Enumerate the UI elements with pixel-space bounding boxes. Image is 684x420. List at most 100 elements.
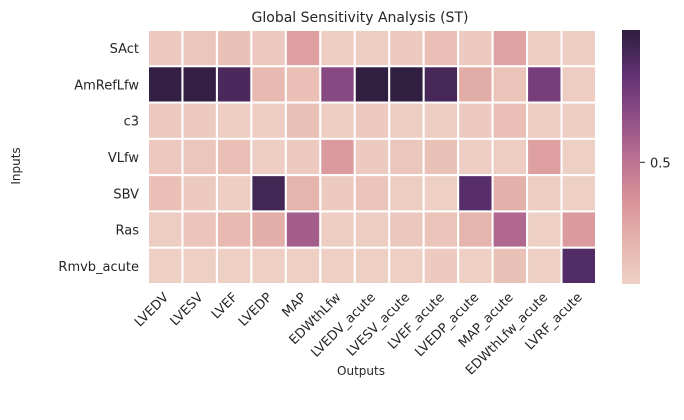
heatmap-cell [457, 65, 494, 104]
heatmap-cell [560, 210, 597, 249]
heatmap-cell [491, 29, 529, 68]
heatmap-cell [422, 137, 460, 177]
heatmap-cell [422, 101, 460, 140]
y-tick-label: c3 [124, 115, 139, 130]
heatmap-cell [250, 210, 287, 249]
heatmap-cell [284, 65, 322, 104]
heatmap-cell [215, 101, 253, 140]
heatmap-cell [388, 246, 425, 285]
heatmap-cell [353, 65, 391, 104]
heatmap-cell [181, 101, 218, 140]
heatmap-cell [560, 137, 597, 177]
heatmap-cell [284, 174, 322, 213]
heatmap-cell [353, 29, 391, 68]
heatmap-cell [250, 246, 287, 285]
heatmap-cell [491, 210, 529, 249]
y-tick-label: SBV [113, 187, 139, 202]
heatmap-cell [319, 137, 356, 177]
heatmap-cell [457, 174, 494, 213]
heatmap-cell [388, 101, 425, 140]
heatmap-cell [181, 29, 218, 68]
x-tick-label: MAP [280, 290, 310, 320]
heatmap-cell [181, 65, 218, 104]
heatmap-cell [319, 174, 356, 213]
heatmap-cell [457, 210, 494, 249]
heatmap-cell [284, 29, 322, 68]
heatmap-cell [250, 137, 287, 177]
heatmap-cell [147, 65, 184, 104]
heatmap-cell [353, 101, 391, 140]
heatmap-cell [181, 246, 218, 285]
heatmap-cell [215, 29, 253, 68]
heatmap-cell [526, 29, 563, 68]
y-tick-label: Ras [116, 224, 140, 239]
heatmap-cell [422, 174, 460, 213]
heatmap-cell [353, 137, 391, 177]
heatmap-cell [422, 29, 460, 68]
heatmap-cell [491, 137, 529, 177]
heatmap-cell [388, 137, 425, 177]
heatmap-cell [181, 210, 218, 249]
heatmap-cell [491, 246, 529, 285]
x-axis-label: Outputs [337, 364, 385, 378]
heatmap-cell [147, 29, 184, 68]
heatmap-cell [319, 65, 356, 104]
heatmap-cell [215, 246, 253, 285]
heatmap-cell [457, 246, 494, 285]
y-tick-label: AmRefLfw [74, 78, 139, 93]
heatmap-cell [560, 65, 597, 104]
heatmap-cell [526, 210, 563, 249]
heatmap-cell [491, 65, 529, 104]
heatmap-cell [319, 210, 356, 249]
heatmap-cell [422, 65, 460, 104]
heatmap-cell [215, 65, 253, 104]
y-tick-label: SAct [110, 42, 139, 57]
heatmap-cell [284, 210, 322, 249]
heatmap-cell [181, 137, 218, 177]
heatmap-cell [491, 101, 529, 140]
heatmap-cell [388, 210, 425, 249]
x-tick-label: LVEDP [236, 290, 276, 330]
heatmap-cell [560, 101, 597, 140]
heatmap-cell [353, 210, 391, 249]
x-tick-label: LVESV [168, 290, 207, 329]
heatmap-cell [560, 246, 597, 285]
y-tick-label: Rmvb_acute [58, 260, 139, 275]
heatmap-cell [250, 101, 287, 140]
heatmap-cell [147, 174, 184, 213]
heatmap-cell [353, 174, 391, 213]
heatmap-cell [147, 246, 184, 285]
heatmap-cell [422, 246, 460, 285]
heatmap-cell [319, 246, 356, 285]
heatmap-cell [526, 65, 563, 104]
colorbar: 0.5 [622, 30, 671, 284]
heatmap-cell [526, 246, 563, 285]
heatmap-cell [215, 137, 253, 177]
heatmap-cell [560, 174, 597, 213]
heatmap-cell [181, 174, 218, 213]
heatmap-cell [284, 137, 322, 177]
heatmap-cell [250, 29, 287, 68]
y-tick-labels: SAct AmRefLfw c3 VLfw SBV Ras Rmvb_acute [58, 42, 139, 275]
heatmap-cell [422, 210, 460, 249]
heatmap-cell [388, 65, 425, 104]
heatmap-cell [560, 29, 597, 68]
heatmap-cell [388, 174, 425, 213]
heatmap-cell [147, 210, 184, 249]
heatmap-cell [526, 137, 563, 177]
heatmap-cell [491, 174, 529, 213]
heatmap-cell [388, 29, 425, 68]
heatmap-cell [457, 29, 494, 68]
heatmap-cell [250, 65, 287, 104]
heatmap-cell [353, 246, 391, 285]
heatmap-cell [284, 246, 322, 285]
y-axis-label: Inputs [9, 147, 23, 184]
colorbar-gradient [622, 30, 640, 284]
heatmap-cell [319, 101, 356, 140]
colorbar-tick-label: 0.5 [650, 156, 671, 171]
heatmap-cells [147, 29, 597, 285]
heatmap-cell [457, 137, 494, 177]
heatmap-cell [250, 174, 287, 213]
